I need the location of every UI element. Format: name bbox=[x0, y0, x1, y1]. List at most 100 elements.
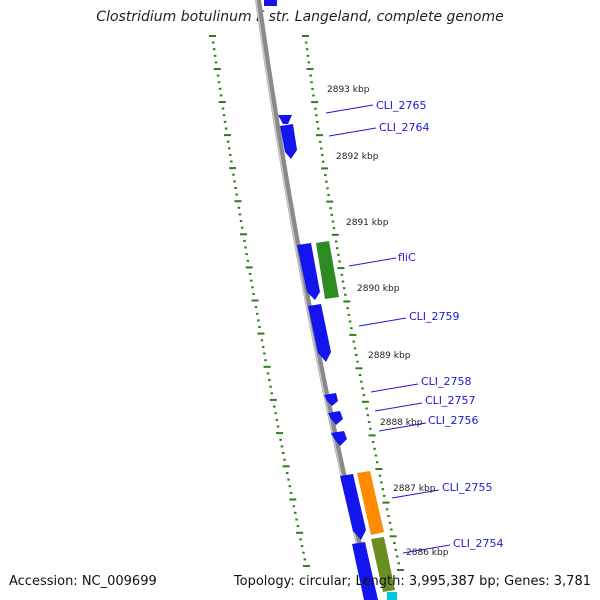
minor-tick bbox=[286, 472, 289, 474]
major-tick bbox=[368, 434, 376, 437]
major-tick bbox=[240, 233, 247, 236]
minor-tick bbox=[263, 352, 266, 355]
minor-tick bbox=[314, 107, 317, 110]
gene-CLI_2758-arrow[interactable] bbox=[324, 393, 338, 406]
minor-tick bbox=[228, 147, 231, 150]
gene-label-fliC[interactable]: fliC bbox=[398, 251, 416, 264]
gene-label-CLI_2759[interactable]: CLI_2759 bbox=[409, 310, 460, 323]
minor-tick bbox=[302, 551, 305, 554]
minor-tick bbox=[321, 154, 324, 157]
minor-tick bbox=[317, 127, 320, 130]
minor-tick bbox=[387, 515, 390, 518]
minor-tick bbox=[222, 114, 226, 117]
minor-tick bbox=[309, 74, 312, 77]
gene-label-CLI_2757[interactable]: CLI_2757 bbox=[425, 394, 476, 407]
minor-tick bbox=[394, 548, 397, 551]
minor-tick bbox=[306, 54, 310, 57]
genome-summary: Topology: circular; Length: 3,995,387 bp… bbox=[233, 574, 591, 589]
minor-tick bbox=[353, 347, 357, 350]
minor-tick bbox=[266, 372, 270, 375]
minor-tick bbox=[320, 147, 323, 150]
gene-CLI_2754-arrow[interactable] bbox=[371, 537, 395, 592]
major-tick bbox=[245, 266, 253, 269]
minor-tick bbox=[235, 193, 238, 196]
minor-tick bbox=[330, 213, 333, 216]
major-tick bbox=[302, 35, 309, 37]
gene-CLI_2755-arrow[interactable] bbox=[357, 471, 384, 535]
minor-tick bbox=[358, 374, 362, 376]
minor-tick bbox=[344, 293, 347, 296]
tick-label: 2888 kbp bbox=[380, 418, 423, 428]
major-tick bbox=[316, 134, 323, 137]
major-tick bbox=[218, 101, 226, 103]
minor-tick bbox=[223, 120, 227, 123]
map-title: Clostridium botulinum F str. Langeland, … bbox=[96, 9, 504, 25]
gene-fliC-arrow[interactable] bbox=[316, 241, 339, 299]
minor-tick bbox=[327, 193, 330, 196]
gene-label-CLI_2765[interactable]: CLI_2765 bbox=[376, 99, 427, 112]
gene-CLI_2764-arrow[interactable] bbox=[280, 124, 297, 159]
minor-tick bbox=[248, 273, 252, 275]
minor-tick bbox=[275, 418, 279, 421]
minor-tick bbox=[348, 320, 352, 323]
major-tick bbox=[343, 300, 351, 303]
minor-tick bbox=[221, 107, 225, 110]
gene-label-CLI_2764[interactable]: CLI_2764 bbox=[379, 121, 430, 134]
minor-tick bbox=[362, 394, 366, 397]
minor-tick bbox=[258, 326, 261, 328]
major-tick bbox=[375, 468, 383, 470]
gene-label-CLI_2758[interactable]: CLI_2758 bbox=[421, 375, 472, 388]
minor-tick bbox=[324, 174, 327, 176]
minor-tick bbox=[224, 127, 228, 130]
gene-CLI_2759-arrow[interactable] bbox=[308, 304, 331, 362]
minor-tick bbox=[296, 525, 300, 528]
minor-tick bbox=[295, 518, 298, 521]
minor-tick bbox=[255, 312, 259, 315]
tick-label: 2891 kbp bbox=[346, 218, 389, 228]
major-tick bbox=[397, 569, 404, 571]
minor-tick bbox=[229, 153, 232, 156]
tick-label: 2886 kbp bbox=[406, 548, 449, 558]
minor-tick bbox=[311, 87, 314, 90]
gene-CLI_2756-arrow[interactable] bbox=[331, 431, 347, 446]
feature-layer bbox=[264, 0, 397, 600]
minor-tick bbox=[214, 61, 218, 64]
minor-tick bbox=[355, 354, 358, 356]
minor-tick bbox=[312, 94, 315, 97]
minor-tick bbox=[373, 447, 376, 450]
minor-tick bbox=[360, 380, 363, 383]
minor-tick bbox=[340, 273, 344, 276]
minor-tick bbox=[237, 206, 241, 209]
minor-tick bbox=[294, 511, 297, 514]
gene-bottom-blue-arrow[interactable] bbox=[352, 542, 378, 600]
minor-tick bbox=[303, 558, 307, 561]
callout-line bbox=[391, 489, 440, 499]
major-tick bbox=[282, 465, 290, 468]
major-tick bbox=[321, 167, 329, 170]
gene-bottom-cyan[interactable] bbox=[387, 592, 397, 600]
gene-label-CLI_2756[interactable]: CLI_2756 bbox=[428, 414, 479, 427]
gene-CLI_2757-arrow[interactable] bbox=[328, 411, 343, 425]
minor-tick bbox=[250, 279, 253, 282]
major-tick bbox=[382, 501, 390, 504]
minor-tick bbox=[356, 360, 359, 363]
gene-CLI_2761-arrow[interactable] bbox=[297, 243, 320, 300]
gene-top-partial[interactable] bbox=[264, 0, 277, 6]
gene-label-CLI_2755[interactable]: CLI_2755 bbox=[442, 481, 493, 494]
minor-tick bbox=[300, 545, 304, 548]
gene-CLI_2755-blue-arrow[interactable] bbox=[340, 474, 366, 540]
minor-tick bbox=[397, 562, 400, 565]
major-tick bbox=[257, 332, 265, 335]
major-tick bbox=[331, 233, 339, 236]
minor-tick bbox=[260, 339, 264, 342]
tick-label: 2892 kbp bbox=[336, 152, 379, 162]
tick-label: 2890 kbp bbox=[357, 284, 400, 294]
gene-label-CLI_2754[interactable]: CLI_2754 bbox=[453, 537, 504, 550]
gene-CLI_2765-arrow[interactable] bbox=[278, 115, 292, 124]
minor-tick bbox=[365, 407, 368, 410]
callout-line bbox=[370, 383, 419, 393]
tick-label: 2889 kbp bbox=[368, 351, 411, 361]
minor-tick bbox=[274, 412, 277, 415]
